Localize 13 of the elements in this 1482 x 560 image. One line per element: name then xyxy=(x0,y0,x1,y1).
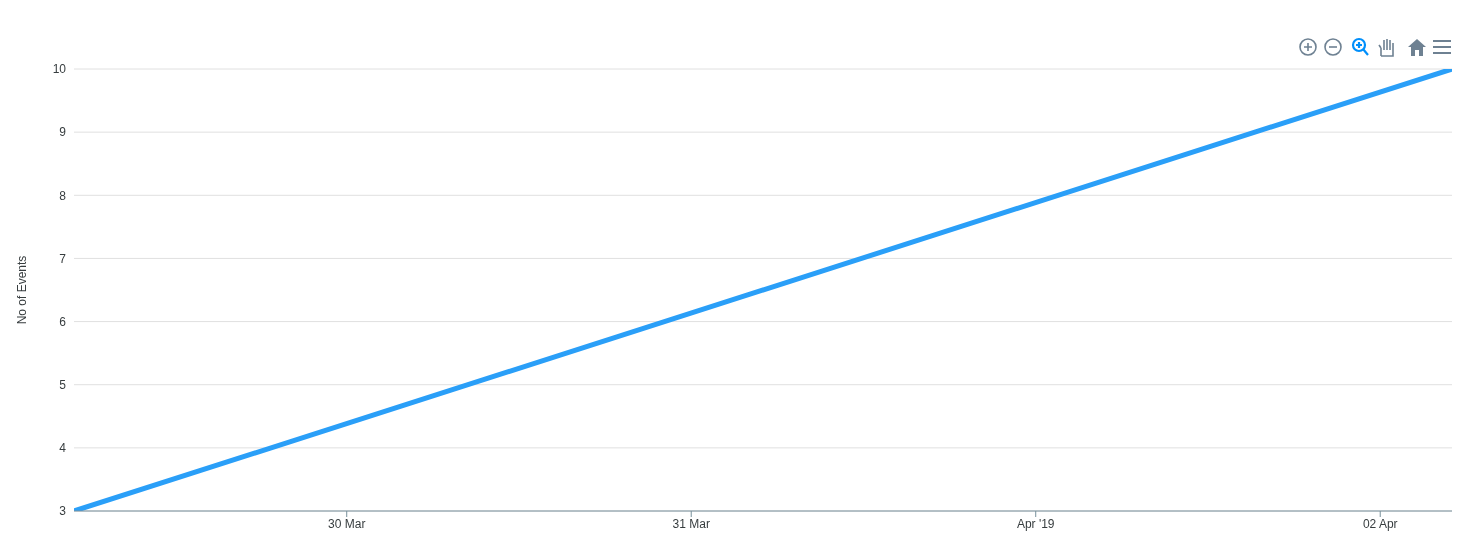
x-tick-label: 02 Apr xyxy=(1362,516,1398,531)
x-tick-label: Apr '19 xyxy=(1016,516,1055,531)
y-axis-title: No of Events xyxy=(15,255,30,325)
y-tick-label: 8 xyxy=(59,188,67,203)
y-tick-label: 4 xyxy=(59,441,67,456)
y-tick-label: 5 xyxy=(59,377,67,392)
x-tick-label: 31 Mar xyxy=(672,516,710,531)
y-tick-label: 9 xyxy=(59,125,67,140)
y-tick-label: 7 xyxy=(59,251,67,266)
y-tick-label: 3 xyxy=(59,504,67,519)
y-tick-label: 6 xyxy=(59,314,67,329)
x-tick-label: 30 Mar xyxy=(328,516,366,531)
y-tick-label: 10 xyxy=(52,62,67,77)
